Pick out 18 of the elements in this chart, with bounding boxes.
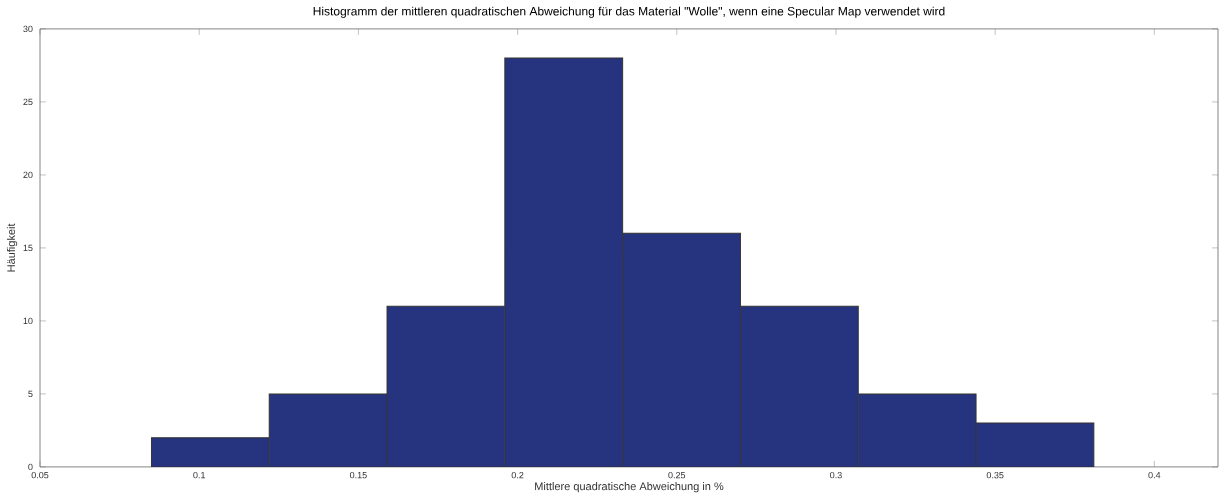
x-tick-label: 0.35 (986, 471, 1004, 479)
x-tick-label: 0.25 (668, 471, 686, 479)
y-tick-label: 20 (23, 171, 33, 179)
x-tick-label: 0.2 (511, 471, 524, 479)
x-tick-label: 0.05 (31, 471, 49, 479)
x-tick-label: 0.15 (349, 471, 367, 479)
x-axis-title: Mittlere quadratische Abweichung in % (535, 482, 724, 493)
y-tick-label: 5 (28, 390, 33, 398)
y-tick-label: 10 (23, 317, 33, 325)
y-axis-title: Häufigkeit (6, 223, 18, 272)
x-tick-label: 0.1 (193, 471, 206, 479)
y-tick-label: 15 (23, 244, 33, 252)
y-tick-label: 25 (23, 98, 33, 106)
x-tick-label: 0.3 (830, 471, 842, 479)
y-tick-label: 30 (23, 25, 33, 33)
y-tick-label: 0 (28, 463, 33, 471)
chart-title: Histogramm der mittleren quadratischen Abweichung für das Material "Wolle", wenn eine Specular Map verwendet wird (313, 6, 945, 18)
x-tick-label: 0.4 (1148, 471, 1161, 479)
